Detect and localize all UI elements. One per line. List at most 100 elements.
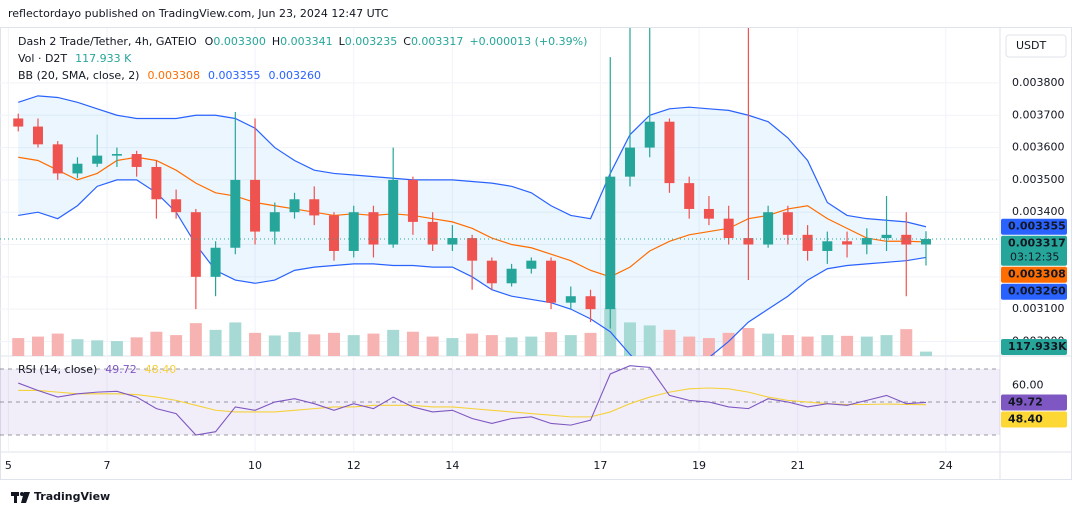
volume-bar <box>229 322 242 356</box>
candle-body <box>901 234 912 245</box>
bb-fill <box>18 95 926 356</box>
x-tick-label: 10 <box>248 459 262 472</box>
x-tick-label: 24 <box>939 459 953 472</box>
volume-bar <box>564 335 577 356</box>
volume-bar <box>51 333 64 356</box>
volume-bar <box>249 332 262 356</box>
volume-bar <box>288 332 301 356</box>
ohlc-key: H <box>272 35 280 48</box>
candle-body <box>190 212 201 277</box>
volume-bar <box>367 333 380 356</box>
countdown: 03:12:35 <box>1010 251 1059 264</box>
price-badge <box>1001 283 1067 300</box>
candle-body <box>328 215 339 251</box>
legend-line: BB (20, SMA, close, 2) 0.003308 0.003355 0.… <box>18 69 321 82</box>
volume-bar <box>762 333 775 356</box>
axes: 57101214171921240.0030000.0031000.003200… <box>5 76 1067 472</box>
bb-basis <box>18 156 927 278</box>
volume-bar <box>880 335 893 356</box>
y-tick-label: 0.003800 <box>1012 76 1065 89</box>
candle-body <box>289 199 300 213</box>
candle-body <box>763 212 774 245</box>
price-badge <box>1001 394 1067 411</box>
volume-bar <box>12 338 25 356</box>
volume-bar <box>545 332 558 356</box>
bb-name: BB (20, SMA, close, 2) <box>18 69 139 82</box>
rsi-tick-label: 60.00 <box>1012 379 1044 392</box>
candle-body <box>250 179 261 232</box>
volume-bar <box>406 331 419 356</box>
ohlc-key: L <box>339 35 346 48</box>
candle-body <box>388 179 399 245</box>
x-tick-label: 21 <box>791 459 805 472</box>
change-value: +0.000013 (+0.39%) <box>469 35 587 48</box>
volume-name: Vol · D2T <box>18 52 67 65</box>
candle-body <box>348 212 359 251</box>
grid <box>0 28 1000 452</box>
candle-body <box>111 154 122 156</box>
volume-bar <box>505 337 518 356</box>
x-tick-label: 7 <box>104 459 111 472</box>
ohlc-value: 0.003300 <box>213 35 266 48</box>
candle-body <box>447 238 458 245</box>
volume-bar <box>268 335 281 356</box>
volume-bar <box>702 338 715 356</box>
bb-value: 0.003355 <box>208 69 261 82</box>
y-tick-label: 0.003400 <box>1012 205 1065 218</box>
volume-bar <box>525 336 538 356</box>
x-tick-label: 5 <box>5 459 12 472</box>
volume-bar <box>485 335 498 356</box>
volume-bar <box>308 334 321 356</box>
price-badge-label: 0.003317 <box>1008 237 1066 250</box>
candle-body <box>72 163 83 174</box>
volume-bar <box>643 325 656 356</box>
candle-body <box>151 166 162 200</box>
volume-value: 117.933 K <box>75 52 132 65</box>
volume-bar <box>71 339 84 356</box>
price-badge-label: 49.72 <box>1008 395 1043 408</box>
candle-body <box>526 260 537 269</box>
bb-upper <box>18 95 927 228</box>
x-tick-label: 17 <box>593 459 607 472</box>
volume-bar <box>327 332 340 356</box>
candle-body <box>605 176 616 310</box>
volume-bar <box>209 329 222 356</box>
candle-body <box>565 296 576 303</box>
candle-body <box>782 212 793 235</box>
volume-bar <box>860 336 873 356</box>
rsi-ma <box>18 387 927 418</box>
symbol-title: Dash 2 Trade/Tether, 4h, GATEIO <box>18 35 197 48</box>
price-badge <box>1001 266 1067 283</box>
candle-body <box>467 238 478 261</box>
bb-value: 0.003260 <box>268 69 321 82</box>
candle-body <box>644 121 655 148</box>
rsi-name: RSI (14, close) <box>18 363 97 376</box>
currency[interactable]: USDT <box>1016 39 1047 52</box>
candle-body <box>723 218 734 239</box>
y-tick-label: 0.003100 <box>1012 302 1065 315</box>
currency-box[interactable] <box>1005 34 1067 58</box>
volume-bar <box>900 329 913 356</box>
legend: Dash 2 Trade/Tether, 4h, GATEIO O0.003300… <box>18 35 587 376</box>
candle-body <box>684 183 695 209</box>
price-badge <box>1001 411 1067 428</box>
price-badge <box>1001 235 1067 266</box>
ohlc-key: C <box>403 35 411 48</box>
candle-body <box>52 144 63 174</box>
ohlc-key: O <box>205 35 214 48</box>
legend-line: Dash 2 Trade/Tether, 4h, GATEIO O0.003300… <box>18 35 587 48</box>
candle-body <box>131 154 142 167</box>
price-pane <box>0 28 1000 356</box>
candle-body <box>822 241 833 251</box>
candle-body <box>842 241 853 245</box>
candle-body <box>309 199 320 216</box>
volume-bar <box>919 351 932 356</box>
candle-body <box>664 121 675 184</box>
ohlc-value: 0.003341 <box>280 35 333 48</box>
volume-bar <box>189 323 202 356</box>
candle-body <box>92 155 103 164</box>
y-tick-label: 0.003600 <box>1012 141 1065 154</box>
volume-bar <box>683 336 696 356</box>
